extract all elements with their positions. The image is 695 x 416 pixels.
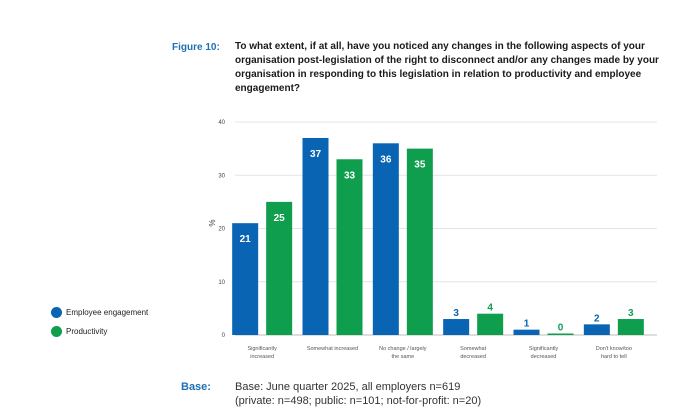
y-tick-label: 30 (218, 173, 225, 179)
data-label: 25 (274, 213, 286, 224)
data-label: 1 (524, 319, 530, 330)
data-label: 3 (453, 308, 459, 319)
y-axis-label: % (207, 219, 216, 226)
x-tick-label: the same (392, 354, 415, 360)
y-tick-label: 20 (218, 227, 225, 233)
bar (232, 223, 259, 335)
legend-label-employee-engagement: Employee engagement (66, 308, 149, 317)
data-label: 37 (310, 149, 322, 160)
legend-item-employee-engagement: Employee engagement (51, 303, 148, 322)
bar (266, 201, 293, 335)
bar (336, 159, 363, 335)
x-tick-label: decreased (531, 354, 557, 360)
bar (406, 148, 433, 335)
x-tick-label: No change / largely (379, 346, 427, 352)
data-label: 0 (558, 323, 564, 334)
bar (513, 329, 540, 335)
figure-title: To what extent, if at all, have you noti… (235, 41, 659, 94)
x-tick-label: decreased (460, 354, 486, 360)
legend-swatch-employee-engagement (51, 307, 62, 318)
data-label: 21 (240, 234, 252, 245)
base-line-2: (private: n=498; public: n=101; not-for-… (235, 395, 482, 407)
x-tick-label: Significantly (247, 346, 277, 352)
bar (302, 137, 329, 335)
x-tick-label: Significantly (529, 346, 559, 352)
x-tick-label: Somewhat increased (307, 346, 358, 352)
data-label: 3 (628, 308, 634, 319)
base-line-1: Base: June quarter 2025, all employers n… (235, 381, 461, 393)
legend-swatch-productivity (51, 326, 62, 337)
y-tick-label: 0 (222, 333, 226, 339)
data-label: 4 (487, 303, 493, 314)
base-text: Base: June quarter 2025, all employers n… (235, 380, 481, 408)
data-label: 2 (594, 313, 600, 324)
y-tick-label: 10 (218, 280, 225, 286)
bar (547, 333, 574, 335)
bar (372, 143, 399, 335)
legend: Employee engagement Productivity (51, 303, 148, 341)
bar (443, 319, 470, 335)
legend-item-productivity: Productivity (51, 322, 148, 341)
x-tick-label: Somewhat (460, 346, 486, 352)
data-label: 36 (380, 154, 392, 165)
x-tick-label: Don't know/too (596, 346, 632, 352)
data-label: 35 (414, 160, 426, 171)
base-label: Base: (181, 381, 211, 393)
bar (617, 319, 644, 335)
data-label: 33 (344, 170, 356, 181)
x-tick-label: increased (250, 354, 274, 360)
y-tick-label: 40 (218, 120, 225, 126)
bar (477, 313, 504, 335)
figure-label: Figure 10: (172, 42, 220, 53)
legend-label-productivity: Productivity (66, 327, 108, 336)
bar (583, 324, 610, 335)
x-tick-label: hard to tell (601, 354, 627, 360)
